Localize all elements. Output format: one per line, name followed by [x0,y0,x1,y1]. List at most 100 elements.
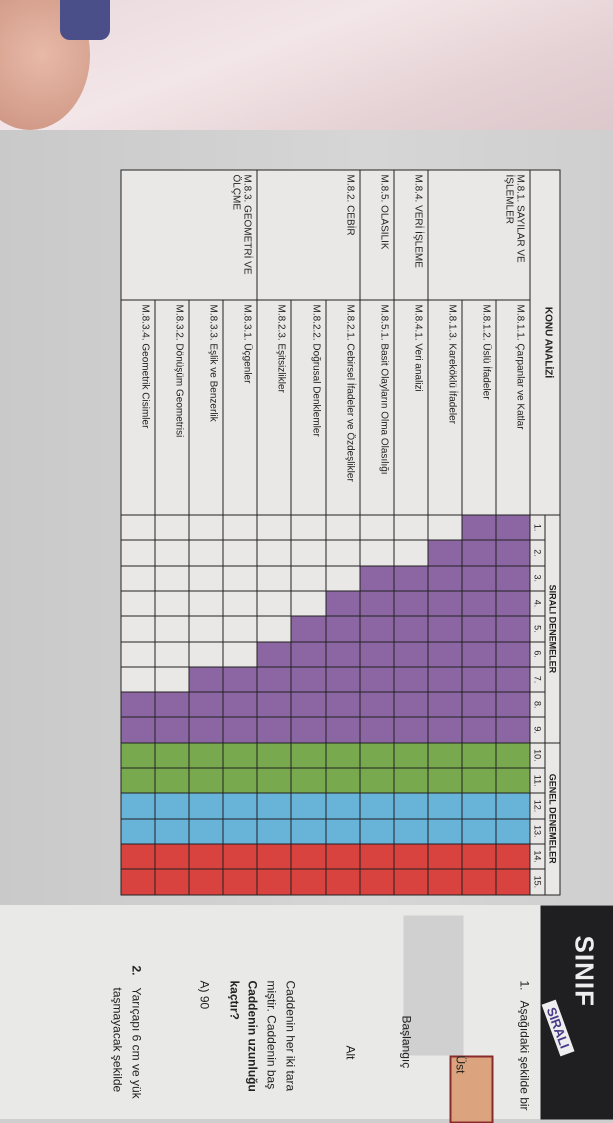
coverage-cell-empty [257,590,292,617]
coverage-cell-filled [427,818,462,844]
topic-analysis-header: KONU ANALİZİ [530,170,560,516]
coverage-cell-filled [223,768,258,794]
coverage-cell-filled [495,641,530,667]
coverage-cell-empty [291,515,326,541]
brand-grade: SINIF [569,935,599,1007]
coverage-cell-filled [359,869,394,895]
coverage-cell-filled [155,742,190,769]
coverage-cell-filled [155,869,190,895]
coverage-cell-empty [223,565,258,591]
coverage-cell-filled [325,818,360,844]
coverage-cell-filled [461,843,496,870]
coverage-cell-empty [121,616,156,642]
phone-case [60,0,110,40]
coverage-cell-filled [121,818,156,844]
coverage-cell-filled [189,717,224,743]
coverage-cell-filled [427,869,462,895]
coverage-cell-empty [359,515,394,541]
coverage-cell-filled [359,616,394,642]
coverage-cell-filled [461,818,496,844]
category-cell: M.8.4. VERİ İŞLEME [393,170,428,300]
coverage-cell-filled [427,742,462,769]
category-cell: M.8.5. OLASILIK [359,170,394,300]
table-row: M.8.5. OLASILIK M.8.5.1. Basit Olayların … [359,170,394,895]
coverage-cell-filled [461,793,496,819]
coverage-cell-filled [427,666,462,693]
coverage-cell-filled [257,742,292,769]
coverage-cell-filled [495,616,530,642]
test-number: 10. [530,742,545,769]
coverage-cell-filled [189,843,224,870]
coverage-cell-filled [291,869,326,895]
coverage-cell-filled [325,616,360,642]
coverage-cell-filled [393,742,428,769]
coverage-cell-empty [155,565,190,591]
coverage-cell-empty [325,515,360,541]
coverage-cell-filled [291,843,326,870]
coverage-cell-filled [291,793,326,819]
coverage-cell-filled [461,768,496,794]
coverage-cell-filled [461,641,496,667]
coverage-cell-empty [257,616,292,642]
table-row: M.8.2. CEBİR M.8.2.1. Cebirsel İfadeler v… [257,170,360,895]
brand-series: SIRALI [541,999,574,1056]
coverage-cell-filled [257,692,292,718]
test-number: 7. [530,666,545,693]
coverage-cell-filled [257,793,292,819]
category-cell: M.8.2. CEBİR [257,170,360,300]
coverage-cell-filled [495,717,530,743]
coverage-cell-filled [121,717,156,743]
coverage-cell-filled [427,590,462,617]
coverage-cell-filled [223,717,258,743]
coverage-cell-filled [325,768,360,794]
coverage-cell-filled [189,818,224,844]
coverage-cell-empty [291,540,326,566]
coverage-cell-empty [155,515,190,541]
coverage-cell-empty [121,540,156,566]
question-2-line-1: Yarıçapı 6 cm ve yük [129,987,143,1099]
coverage-cell-filled [325,793,360,819]
coverage-cell-filled [427,692,462,718]
question-2-number: 2. [129,965,143,976]
coverage-cell-filled [393,666,428,693]
coverage-cell-filled [291,742,326,769]
coverage-cell-filled [461,666,496,693]
coverage-cell-filled [257,641,292,667]
sequential-tests-header: SIRALI DENEMELER [545,515,560,743]
coverage-cell-filled [121,768,156,794]
coverage-cell-empty [359,540,394,566]
coverage-cell-filled [461,692,496,718]
coverage-cell-filled [291,666,326,693]
coverage-cell-filled [495,666,530,693]
coverage-cell-filled [121,793,156,819]
coverage-cell-filled [291,717,326,743]
coverage-cell-filled [121,742,156,769]
coverage-cell-empty [427,515,462,541]
coverage-cell-filled [325,590,360,617]
coverage-cell-filled [189,666,224,693]
coverage-cell-filled [359,565,394,591]
coverage-cell-filled [393,641,428,667]
coverage-cell-filled [359,843,394,870]
coverage-cell-empty [189,590,224,617]
coverage-cell-empty [155,666,190,693]
coverage-cell-filled [155,768,190,794]
coverage-cell-filled [393,692,428,718]
coverage-cell-empty [223,590,258,617]
coverage-cell-filled [291,768,326,794]
coverage-cell-filled [223,869,258,895]
coverage-cell-filled [325,692,360,718]
test-number: 1. [530,515,545,541]
coverage-cell-filled [155,692,190,718]
coverage-cell-filled [291,616,326,642]
coverage-cell-empty [325,565,360,591]
question-1-line-4: kaçtır? [227,980,241,1020]
test-number: 9. [530,717,545,743]
coverage-cell-filled [291,692,326,718]
coverage-cell-filled [359,768,394,794]
coverage-cell-filled [495,565,530,591]
coverage-cell-filled [393,793,428,819]
coverage-cell-filled [427,717,462,743]
topic-cell: M.8.3.3. Eşlik ve Benzerlik [189,300,224,516]
test-number: 8. [530,692,545,718]
